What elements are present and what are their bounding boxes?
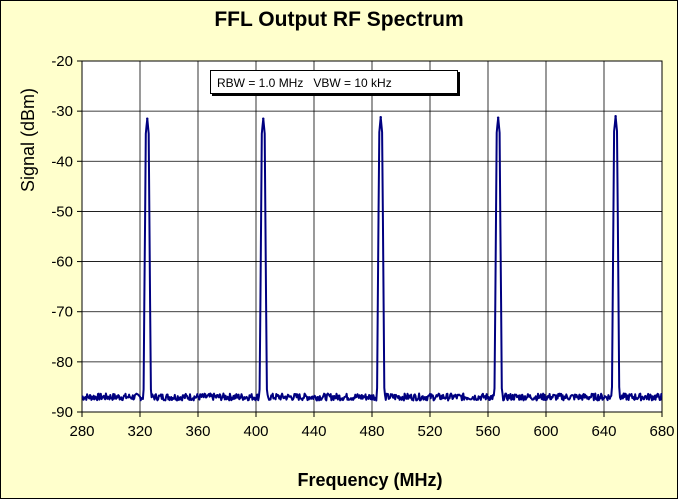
x-tick-label: 400	[243, 423, 268, 440]
spectrum-trace	[81, 115, 663, 402]
spectral-peak	[146, 117, 149, 120]
spectral-peak	[496, 116, 500, 119]
x-tick-label: 480	[359, 423, 384, 440]
x-tick-label: 520	[417, 423, 442, 440]
x-tick-label: 280	[69, 423, 94, 440]
x-tick-label: 680	[649, 423, 674, 440]
y-tick-label: -50	[51, 203, 73, 220]
x-axis-label: Frequency (MHz)	[297, 470, 443, 490]
spectral-peak	[379, 115, 382, 119]
y-tick-label: -90	[51, 404, 73, 421]
y-tick-label: -20	[51, 53, 73, 70]
x-tick-label: 440	[301, 423, 326, 440]
y-tick-label: -60	[51, 254, 73, 271]
y-tick-label: -30	[51, 103, 73, 120]
y-tick-label: -70	[51, 304, 73, 321]
spectral-peak	[614, 114, 617, 118]
x-tick-label: 600	[533, 423, 558, 440]
x-tick-label: 560	[475, 423, 500, 440]
spectral-peak	[262, 117, 265, 120]
rbw-vbw-annotation: RBW = 1.0 MHz VBW = 10 kHz	[210, 70, 458, 94]
y-tick-label: -40	[51, 153, 73, 170]
x-tick-label: 640	[591, 423, 616, 440]
x-tick-label: 320	[127, 423, 152, 440]
y-tick-label: -80	[51, 354, 73, 371]
chart-title: FFL Output RF Spectrum	[214, 8, 464, 31]
x-tick-label: 360	[185, 423, 210, 440]
